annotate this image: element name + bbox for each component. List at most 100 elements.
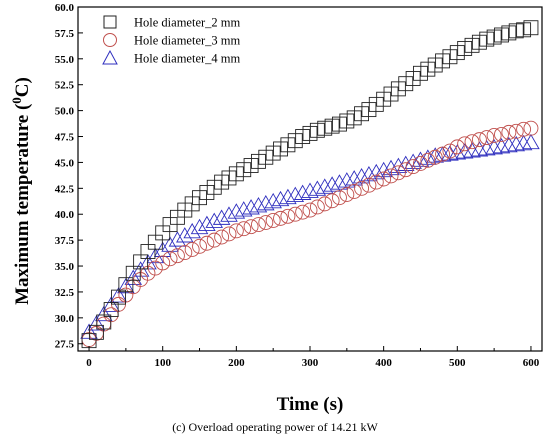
data-point-circle (332, 190, 347, 206)
data-point-triangle (161, 236, 179, 252)
legend-marker-triangle (102, 49, 118, 65)
data-point-circle (250, 217, 266, 233)
data-point-circle (449, 139, 465, 155)
y-tick-label: 47.5 (55, 132, 75, 144)
data-point-triangle (227, 203, 246, 219)
data-point-circle (214, 229, 230, 245)
data-point-circle (206, 232, 222, 248)
data-point-triangle (279, 188, 297, 205)
caption-text: Overload operating power of 14.21 kW (188, 420, 378, 434)
data-point-circle (339, 187, 355, 202)
data-point-circle (471, 132, 487, 148)
data-point-circle (147, 260, 163, 276)
data-point-circle (457, 136, 473, 152)
data-point-triangle (389, 157, 408, 174)
data-point-circle (368, 174, 384, 190)
data-point-circle (486, 128, 502, 143)
data-point-circle (265, 212, 281, 228)
data-point-circle (324, 193, 340, 209)
x-axis-ticks: 0 100 200 300 400 500 600 (86, 346, 540, 369)
y-tick-label: 37.5 (55, 235, 75, 247)
data-point-triangle (257, 194, 275, 211)
y-tick-label: 45.0 (55, 157, 75, 169)
x-axis-title: Time (s) (277, 394, 344, 415)
data-point-circle (435, 146, 451, 162)
data-point-circle (192, 238, 207, 254)
data-point-triangle (345, 170, 363, 186)
y-tick-label: 57.5 (55, 28, 75, 40)
data-point-circle (494, 126, 509, 142)
y-axis-title-superscript: 0 (9, 97, 24, 104)
legend-marker-square (103, 15, 117, 29)
data-point-circle (317, 196, 333, 212)
data-point-triangle (198, 215, 216, 232)
data-point-circle (273, 210, 288, 226)
data-point-circle (295, 204, 311, 220)
x-tick-label: 400 (375, 357, 392, 369)
y-tick-label: 42.5 (55, 183, 75, 195)
x-tick-label: 300 (302, 357, 319, 369)
x-tick-label: 500 (449, 357, 466, 369)
data-point-triangle (507, 135, 525, 152)
data-point-triangle (234, 201, 253, 217)
series-triangle (80, 133, 540, 339)
data-point-triangle (455, 143, 474, 159)
data-point-circle (501, 124, 517, 140)
data-point-triangle (426, 147, 444, 163)
data-point-triangle (264, 192, 282, 209)
data-point-circle (236, 221, 252, 237)
data-point-triangle (485, 139, 503, 155)
data-point-triangle (190, 218, 209, 235)
data-point-square (523, 20, 539, 36)
data-point-circle (508, 123, 524, 139)
data-point-circle (516, 121, 532, 137)
data-point-triangle (286, 186, 305, 203)
y-tick-label: 52.5 (55, 80, 75, 92)
y-axis-ticks: 27.5 30.0 32.5 35.0 37.5 40.0 42.5 45.0 47.5 50.0… (55, 2, 83, 351)
data-point-triangle (360, 165, 378, 182)
data-point-triangle (109, 287, 128, 303)
data-point-triangle (242, 199, 260, 215)
data-point-triangle (514, 134, 533, 151)
figure-caption: (c) Overload operating power of 14.21 kW (0, 420, 550, 435)
legend-item-2mm: Hole diameter_2 mm (103, 15, 240, 30)
data-point-triangle (323, 176, 341, 192)
data-point-circle (155, 255, 171, 271)
data-point-circle (442, 143, 458, 159)
legend-item-3mm: Hole diameter_3 mm (103, 33, 240, 48)
data-point-circle (243, 219, 259, 235)
data-point-circle (287, 206, 303, 222)
data-point-circle (361, 177, 377, 193)
data-point-circle (258, 215, 274, 230)
data-point-triangle (301, 182, 319, 198)
data-point-circle (376, 171, 392, 187)
data-point-circle (464, 134, 480, 150)
data-point-triangle (87, 315, 106, 331)
data-point-circle (221, 226, 237, 242)
data-point-circle (354, 180, 370, 196)
y-tick-label: 32.5 (55, 287, 75, 299)
data-point-triangle (382, 159, 400, 176)
y-tick-label: 60.0 (55, 2, 75, 14)
legend: Hole diameter_2 mm Hole diameter_3 mm Ho… (102, 15, 240, 66)
data-point-circle (427, 149, 443, 165)
data-point-triangle (176, 227, 194, 243)
x-tick-label: 100 (154, 357, 171, 369)
x-tick-label: 0 (86, 357, 92, 369)
data-point-triangle (212, 209, 231, 225)
y-tick-label: 55.0 (55, 54, 75, 66)
series-square (81, 20, 539, 349)
data-point-circle (162, 251, 178, 267)
data-point-circle (346, 183, 362, 199)
data-point-circle (169, 248, 185, 264)
data-point-triangle (470, 141, 489, 157)
data-point-circle (413, 156, 428, 171)
y-axis-title-main: Maximum temperature ( (12, 104, 33, 305)
data-point-triangle (500, 136, 518, 153)
data-point-triangle (168, 231, 187, 247)
data-point-triangle (220, 206, 238, 222)
legend-marker-circle (103, 33, 117, 47)
data-point-circle (420, 152, 436, 168)
data-point-circle (184, 242, 200, 257)
y-tick-label: 35.0 (55, 261, 75, 273)
